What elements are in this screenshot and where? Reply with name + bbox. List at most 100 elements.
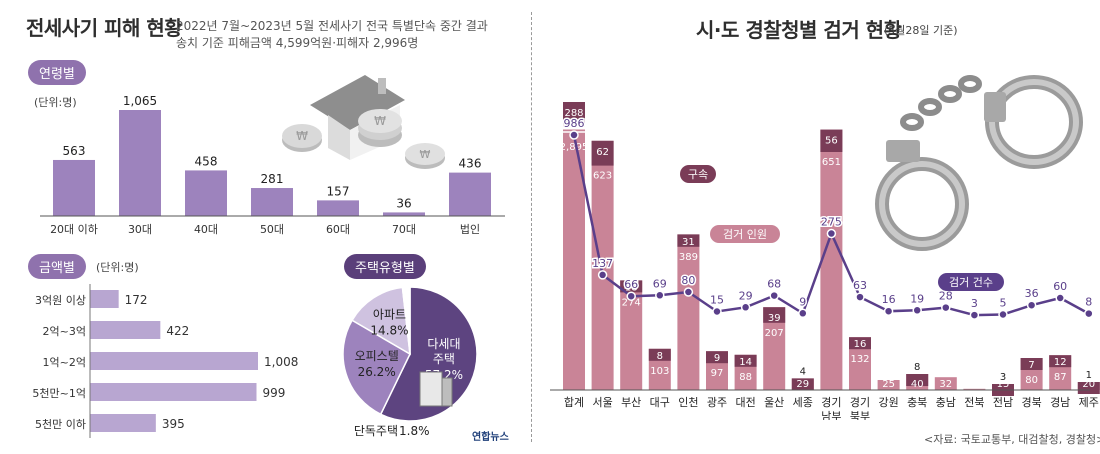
detained-bar: [820, 129, 843, 152]
age-value-label: 436: [459, 157, 482, 171]
arrest-value-label: 2,895: [560, 142, 589, 153]
pie-value-label: 1.8%: [399, 424, 430, 437]
age-value-label: 563: [63, 144, 86, 158]
age-category-label: 30대: [128, 223, 152, 236]
age-bar: [449, 172, 491, 216]
cases-value-label: 15: [710, 294, 724, 307]
arrest-value-label: 15: [997, 379, 1010, 390]
age-bar: [53, 159, 95, 216]
left-subtitle-2: 송치 기준 피해금액 4,599억원·피해자 2,996명: [176, 36, 419, 50]
amount-unit-label: (단위:명): [96, 261, 139, 274]
panel-divider: [531, 12, 532, 442]
arrest-value-label: 3: [971, 379, 977, 390]
right-title-note: (5월28일 기준): [884, 24, 958, 37]
age-category-label: 법인: [460, 223, 480, 236]
age-value-label: 281: [261, 172, 284, 186]
detained-value-label: 31: [682, 237, 695, 248]
detained-bar: [706, 351, 728, 364]
region-label: 부산: [621, 396, 641, 409]
pie-slice-label: 아파트: [373, 308, 406, 322]
cases-point: [655, 290, 665, 301]
detained-value-label: 14: [739, 357, 752, 368]
house-coins-illustration: ₩ ₩ ₩: [282, 75, 445, 169]
cases-point: [798, 308, 808, 319]
arrest-value-label: 87: [1054, 372, 1067, 383]
cases-value-label: 28: [939, 290, 953, 303]
detained-value-label: 56: [825, 136, 838, 147]
amount-bar: [90, 352, 258, 370]
cases-value-label: 5: [1000, 297, 1007, 310]
arrest-bar: [620, 280, 643, 390]
cases-value-label: 8: [1085, 296, 1092, 309]
amount-bar: [90, 290, 119, 308]
amount-section-label: 금액별: [28, 254, 86, 279]
age-bar: [317, 200, 359, 216]
age-bar-chart: 563 20대 이하 1,065 30대 458 40대 281 50대 157 60대 36 70대…: [40, 94, 505, 236]
age-bar: [185, 170, 227, 216]
region-label: 전북: [964, 396, 984, 409]
detained-value-label: 39: [768, 313, 781, 324]
arrest-value-label: 389: [679, 252, 698, 263]
region-label: 대구: [650, 396, 670, 409]
annotation-label: 구속: [688, 168, 708, 181]
arrest-value-label: 132: [850, 354, 869, 365]
arrest-value-label: 29: [796, 379, 809, 390]
detained-bar: [648, 348, 671, 361]
cases-point: [969, 310, 980, 320]
region-label: 강원: [878, 396, 898, 409]
detained-value-label: 12: [1054, 357, 1067, 368]
pie-slice-label: 주택: [433, 352, 455, 366]
amount-category-label: 1억~2억: [43, 356, 86, 369]
annotation-pill: [710, 225, 780, 243]
region-label: 경기: [850, 396, 870, 409]
building-body: [419, 371, 443, 407]
age-value-label: 458: [195, 154, 218, 168]
arrest-value-label: 32: [939, 379, 952, 390]
cases-value-label: 69: [653, 277, 667, 290]
amount-bar-chart: 3억원 이상 172 2억~3억 422 1억~2억 1,008 5천만~1억 999 5천만 …: [32, 284, 298, 438]
arrest-value-label: 40: [911, 379, 924, 390]
pie-slice-label: 단독주택: [354, 424, 398, 437]
amount-value-label: 172: [125, 293, 148, 307]
cases-value-label: 68: [767, 278, 781, 291]
detained-value-label: 16: [854, 339, 867, 350]
age-bar: [251, 188, 293, 216]
amount-category-label: 5천만~1억: [32, 386, 86, 400]
cases-point: [597, 270, 608, 280]
pie-slice-label: 오피스텔: [355, 349, 399, 363]
pie-value-label: 14.8%: [370, 324, 408, 338]
detained-bar: [906, 374, 929, 386]
detained-value-label: 288: [564, 108, 583, 119]
age-category-label: 50대: [260, 223, 284, 236]
age-category-label: 60대: [326, 223, 350, 236]
arrest-value-label: 207: [765, 328, 784, 339]
detained-value-label: 7: [1028, 360, 1034, 371]
annotation-pill: [938, 273, 1004, 291]
arrest-value-label: 80: [1025, 375, 1038, 386]
annotation-pill: [680, 165, 716, 183]
region-label: 경남: [1050, 396, 1070, 409]
annotation-label: 검거 건수: [949, 276, 993, 289]
arrest-value-label: 651: [822, 157, 841, 168]
detained-value-label: 8: [914, 362, 920, 373]
detained-value-label: 62: [596, 147, 609, 158]
arrest-value-label: 97: [711, 368, 724, 379]
arrest-bar: [677, 234, 700, 390]
pie-value-label: 26.2%: [358, 365, 396, 379]
pie-slice: [342, 319, 411, 416]
cases-value-label: 63: [853, 279, 867, 292]
amount-value-label: 1,008: [264, 355, 298, 369]
detained-bar: [563, 102, 585, 124]
cases-value-label: 19: [910, 292, 924, 305]
region-label: 울산: [764, 396, 784, 409]
cases-value-label: 3: [971, 297, 978, 310]
cases-point: [626, 291, 636, 301]
arrest-value-label: 623: [593, 171, 612, 182]
detained-bar: [677, 234, 700, 247]
arrest-value-label: 88: [739, 372, 752, 383]
amount-value-label: 999: [263, 386, 286, 400]
amount-category-label: 3억원 이상: [35, 294, 86, 307]
